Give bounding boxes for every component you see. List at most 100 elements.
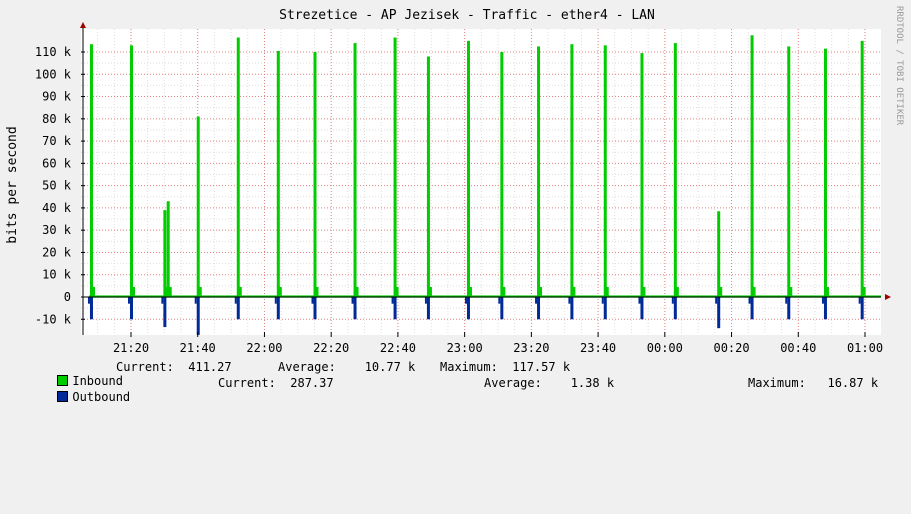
inbound-spike xyxy=(860,40,864,297)
inbound-spike xyxy=(313,52,317,297)
inbound-spike xyxy=(196,116,200,297)
chart-canvas: -10 k 0 10 k 20 k 30 k 40 k 50 k 60 k 70 k 80 k 90… xyxy=(5,6,904,355)
inbound-spike xyxy=(276,50,280,297)
x-tick-label: 21:40 xyxy=(180,341,216,355)
y-tick-label: 80 k xyxy=(42,112,72,126)
y-tick-label: 60 k xyxy=(42,156,72,170)
x-axis-arrow xyxy=(885,294,891,300)
outbound-spike-tail xyxy=(464,297,467,304)
inbound-spike xyxy=(537,46,541,297)
outbound-swatch xyxy=(57,391,69,402)
outbound-spike-tail xyxy=(274,297,277,304)
inbound-spike-tail xyxy=(355,286,359,297)
inbound-spike-tail xyxy=(395,286,399,297)
inbound-spike xyxy=(787,46,791,297)
outbound-spike xyxy=(196,297,200,335)
inbound-spike xyxy=(353,43,357,297)
outbound-spike-tail xyxy=(821,297,824,304)
y-tick-label: 90 k xyxy=(42,90,72,104)
y-axis-label: bits per second xyxy=(5,126,20,243)
inbound-spike-tail xyxy=(752,286,756,297)
x-tick-label: 23:40 xyxy=(580,341,616,355)
outbound-spike-tail xyxy=(785,297,788,304)
outbound-spike-tail xyxy=(535,297,538,304)
inbound-spike-tail xyxy=(572,286,576,297)
inbound-spike-tail xyxy=(675,286,679,297)
outbound-spike-tail xyxy=(234,297,237,304)
legend-row-outbound: Outbound xyxy=(14,376,130,418)
inbound-spike-tail xyxy=(198,286,202,297)
inbound-spike-tail xyxy=(238,286,242,297)
outbound-spike xyxy=(393,297,397,320)
outbound-spike xyxy=(603,297,607,320)
outbound-spike xyxy=(673,297,677,320)
inbound-spike-tail xyxy=(605,286,609,297)
outbound-current: Current: 287.37 xyxy=(218,376,334,390)
inbound-spike-tail xyxy=(539,286,543,297)
inbound-spike-tail xyxy=(168,286,172,297)
inbound-spike-tail xyxy=(315,286,319,297)
inbound-spike xyxy=(166,201,170,297)
inbound-spike xyxy=(466,40,470,297)
x-tick-label: 23:20 xyxy=(513,341,549,355)
inbound-spike-tail xyxy=(502,286,506,297)
y-tick-label: 10 k xyxy=(42,268,72,282)
inbound-spike-tail xyxy=(825,286,829,297)
outbound-spike-tail xyxy=(671,297,674,304)
outbound-label: Outbound xyxy=(72,390,131,404)
inbound-spike xyxy=(426,56,430,297)
outbound-spike-tail xyxy=(638,297,641,304)
outbound-spike xyxy=(787,297,791,320)
outbound-spike-tail xyxy=(391,297,394,304)
inbound-spike-tail xyxy=(428,286,432,297)
outbound-spike-tail xyxy=(748,297,751,304)
y-tick-label: 0 xyxy=(64,290,71,304)
inbound-spike-tail xyxy=(642,286,646,297)
y-tick-label: 30 k xyxy=(42,223,72,237)
inbound-spike-tail xyxy=(862,286,866,297)
legend-row-inbound: Inbound xyxy=(14,360,123,402)
outbound-spike-tail xyxy=(87,297,90,304)
x-tick-label: 21:20 xyxy=(113,341,149,355)
outbound-spike xyxy=(313,297,317,320)
x-tick-label: 00:20 xyxy=(713,341,749,355)
x-tick-label: 22:20 xyxy=(313,341,349,355)
outbound-average: Average: 1.38 k xyxy=(484,376,615,390)
inbound-spike xyxy=(603,45,607,298)
outbound-spike xyxy=(717,297,721,329)
outbound-spike xyxy=(276,297,280,320)
inbound-spike xyxy=(570,44,574,297)
y-tick-label: 50 k xyxy=(42,179,72,193)
outbound-spike xyxy=(426,297,430,320)
inbound-spike-tail xyxy=(468,286,472,297)
outbound-spike-tail xyxy=(601,297,604,304)
inbound-spike-tail xyxy=(132,286,135,297)
traffic-graph: -10 k 0 10 k 20 k 30 k 40 k 50 k 60 k 70 k 80 k 90… xyxy=(5,6,904,404)
outbound-spike-tail xyxy=(161,297,164,304)
inbound-current: Current: 411.27 xyxy=(116,360,232,374)
outbound-spike-tail xyxy=(568,297,571,304)
inbound-label: Inbound xyxy=(72,374,123,388)
x-tick-label: 22:40 xyxy=(380,341,416,355)
inbound-spike-tail xyxy=(278,286,282,297)
y-tick-label: 100 k xyxy=(35,67,72,81)
inbound-spike xyxy=(750,35,754,297)
x-tick-label: 00:40 xyxy=(780,341,816,355)
outbound-spike xyxy=(236,297,240,320)
inbound-swatch xyxy=(57,375,69,386)
inbound-spike xyxy=(717,211,721,297)
outbound-spike xyxy=(89,297,93,320)
inbound-spike xyxy=(89,44,93,297)
outbound-spike xyxy=(130,297,133,320)
inbound-spike xyxy=(236,37,240,297)
inbound-spike xyxy=(500,52,504,297)
outbound-spike xyxy=(353,297,357,320)
inbound-spike xyxy=(673,43,677,297)
y-tick-label: -10 k xyxy=(35,312,72,326)
outbound-spike xyxy=(500,297,504,320)
inbound-spike xyxy=(823,48,827,298)
outbound-spike xyxy=(640,297,644,320)
inbound-average: Average: 10.77 k xyxy=(278,360,416,374)
outbound-spike-tail xyxy=(351,297,354,304)
inbound-spike-tail xyxy=(789,286,793,297)
